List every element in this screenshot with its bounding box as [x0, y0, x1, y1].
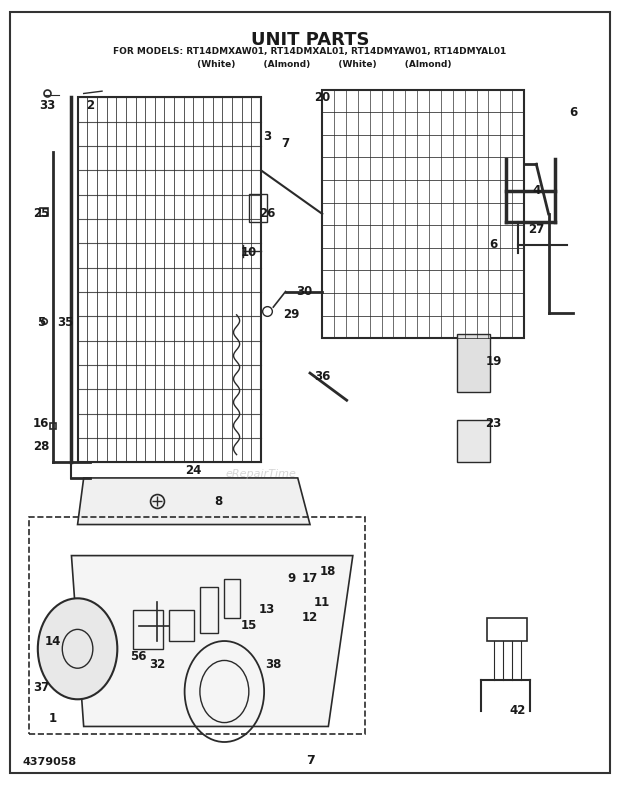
- Text: 19: 19: [485, 355, 502, 368]
- Text: 15: 15: [241, 619, 257, 632]
- Text: 11: 11: [314, 596, 330, 608]
- Polygon shape: [71, 556, 353, 726]
- Text: 12: 12: [302, 612, 318, 624]
- Text: eRepairTime: eRepairTime: [226, 469, 296, 479]
- Text: 36: 36: [314, 371, 330, 383]
- Bar: [224, 579, 240, 618]
- Bar: [133, 610, 163, 648]
- Text: 3: 3: [263, 130, 271, 143]
- Text: 26: 26: [259, 207, 275, 221]
- Text: FOR MODELS: RT14DMXAW01, RT14DMXAL01, RT14DMYAW01, RT14DMYAL01: FOR MODELS: RT14DMXAW01, RT14DMXAL01, RT…: [113, 47, 507, 56]
- Text: 38: 38: [265, 658, 281, 671]
- Text: 23: 23: [485, 417, 502, 430]
- Text: 4379058: 4379058: [22, 757, 77, 767]
- Text: 37: 37: [33, 681, 49, 694]
- Bar: [487, 618, 527, 641]
- Text: 14: 14: [45, 634, 61, 648]
- Polygon shape: [78, 478, 310, 524]
- Text: 6: 6: [569, 107, 577, 119]
- Bar: [457, 420, 490, 462]
- Text: UNIT PARTS: UNIT PARTS: [250, 31, 370, 49]
- Text: 7: 7: [281, 137, 290, 151]
- Bar: [249, 195, 267, 221]
- Text: 35: 35: [57, 316, 74, 329]
- Text: 10: 10: [241, 246, 257, 259]
- Text: 1: 1: [49, 712, 57, 725]
- Text: 18: 18: [320, 564, 337, 578]
- Bar: [457, 334, 490, 392]
- Bar: [200, 586, 218, 633]
- Text: 7: 7: [306, 754, 314, 767]
- Text: 32: 32: [149, 658, 165, 671]
- Text: 25: 25: [33, 207, 49, 221]
- Text: 56: 56: [130, 650, 147, 663]
- Text: 6: 6: [489, 239, 498, 251]
- Text: 24: 24: [185, 464, 202, 476]
- Text: 28: 28: [33, 440, 49, 454]
- Text: 17: 17: [302, 572, 318, 586]
- Text: 2: 2: [86, 99, 94, 111]
- Circle shape: [38, 598, 117, 699]
- Text: 13: 13: [259, 604, 275, 616]
- Bar: [169, 610, 194, 641]
- Bar: [29, 517, 365, 734]
- Text: 20: 20: [314, 91, 330, 104]
- Text: 30: 30: [296, 285, 312, 298]
- Text: 16: 16: [33, 417, 49, 430]
- Text: 42: 42: [510, 704, 526, 717]
- Text: 5: 5: [37, 316, 45, 329]
- Text: 33: 33: [39, 99, 55, 111]
- Text: (White)         (Almond)         (White)         (Almond): (White) (Almond) (White) (Almond): [169, 60, 451, 69]
- Text: 29: 29: [283, 309, 300, 321]
- Text: 9: 9: [288, 572, 296, 586]
- Text: 8: 8: [214, 495, 223, 508]
- Text: 4: 4: [532, 184, 541, 197]
- Text: 27: 27: [528, 223, 544, 236]
